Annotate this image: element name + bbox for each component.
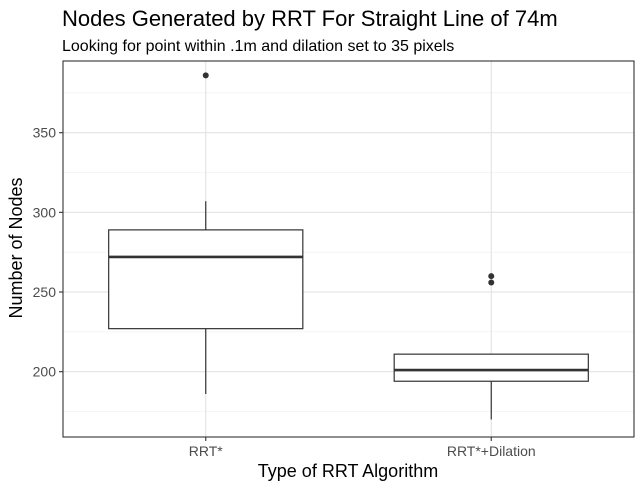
y-tick-label: 350 xyxy=(33,125,57,141)
x-tick-label: RRT*+Dilation xyxy=(447,443,536,459)
y-axis-title: Number of Nodes xyxy=(6,177,26,318)
outlier-point xyxy=(488,279,495,286)
outlier-point xyxy=(488,273,495,280)
outlier-point xyxy=(202,72,209,79)
y-tick-label: 300 xyxy=(33,204,57,220)
panel-border xyxy=(62,60,635,438)
chart-title: Nodes Generated by RRT For Straight Line… xyxy=(62,6,558,31)
box xyxy=(393,353,589,382)
chart-subtitle: Looking for point within .1m and dilatio… xyxy=(62,38,454,55)
x-axis-title: Type of RRT Algorithm xyxy=(258,461,438,481)
y-tick-label: 250 xyxy=(33,284,57,300)
x-tick-label: RRT* xyxy=(189,443,224,459)
box xyxy=(108,229,304,330)
plot-area: 200 250 300 350 RRT* RRT*+Dilation xyxy=(33,60,635,459)
y-tick-label: 200 xyxy=(33,364,57,380)
